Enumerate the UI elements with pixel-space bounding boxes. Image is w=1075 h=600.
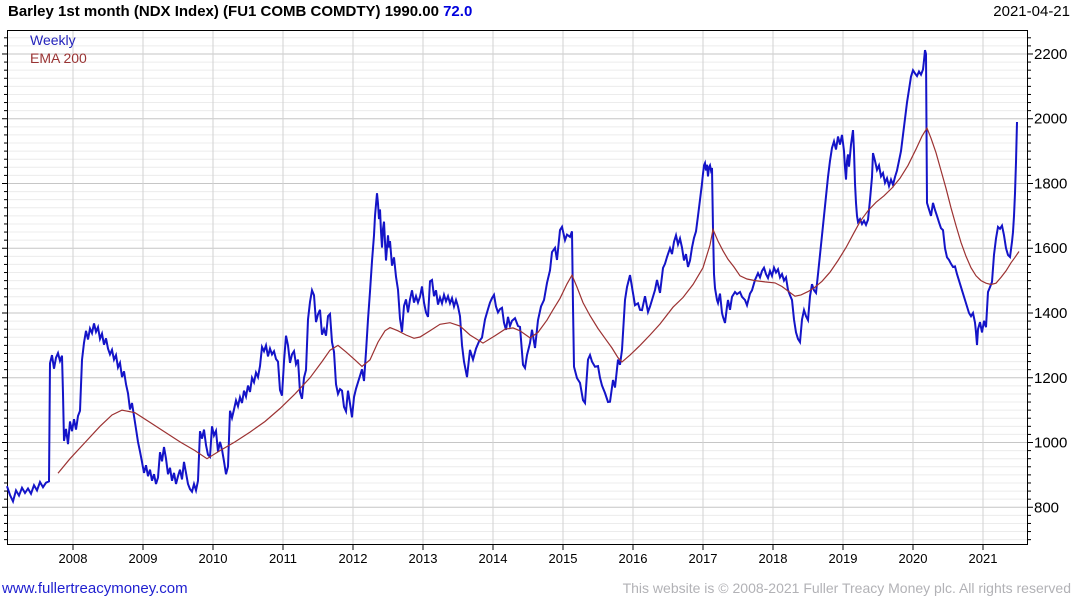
copyright-text: This website is © 2008-2021 Fuller Treac… (622, 580, 1071, 596)
plot-frame (7, 30, 1028, 545)
x-tick-label: 2013 (409, 551, 438, 566)
x-tick-label: 2018 (759, 551, 788, 566)
y-tick-label: 1200 (1034, 370, 1067, 387)
y-tick-label: 2200 (1034, 46, 1067, 63)
y-tick-label: 1400 (1034, 305, 1067, 322)
x-tick-label: 2008 (59, 551, 88, 566)
x-tick-label: 2010 (199, 551, 228, 566)
change-value: 72.0 (443, 3, 473, 20)
chart-title: Barley 1st month (NDX Index) (FU1 COMB C… (8, 3, 472, 20)
x-tick-label: 2019 (829, 551, 858, 566)
site-link[interactable]: www.fullertreacymoney.com (2, 580, 188, 597)
x-tick-label: 2011 (269, 551, 297, 566)
y-tick-label: 1800 (1034, 175, 1067, 192)
x-tick-label: 2021 (969, 551, 998, 566)
legend-ema-200: EMA 200 (30, 50, 87, 66)
y-tick-label: 1000 (1034, 435, 1067, 452)
x-tick-label: 2015 (549, 551, 578, 566)
ema-series-line (57, 126, 1020, 474)
weekly-series-line (6, 49, 1018, 505)
y-tick-label: 2000 (1034, 111, 1067, 128)
x-tick-label: 2020 (899, 551, 928, 566)
x-tick-label: 2016 (619, 551, 648, 566)
y-tick-label: 800 (1034, 499, 1059, 516)
x-tick-label: 2017 (689, 551, 718, 566)
chart-date: 2021-04-21 (993, 3, 1070, 20)
x-tick-label: 2014 (479, 551, 508, 566)
x-tick-label: 2012 (339, 551, 368, 566)
legend-weekly: Weekly (30, 32, 76, 48)
y-tick-label: 1600 (1034, 240, 1067, 257)
x-tick-label: 2009 (129, 551, 158, 566)
chart-title-text: Barley 1st month (NDX Index) (FU1 COMB C… (8, 3, 439, 20)
